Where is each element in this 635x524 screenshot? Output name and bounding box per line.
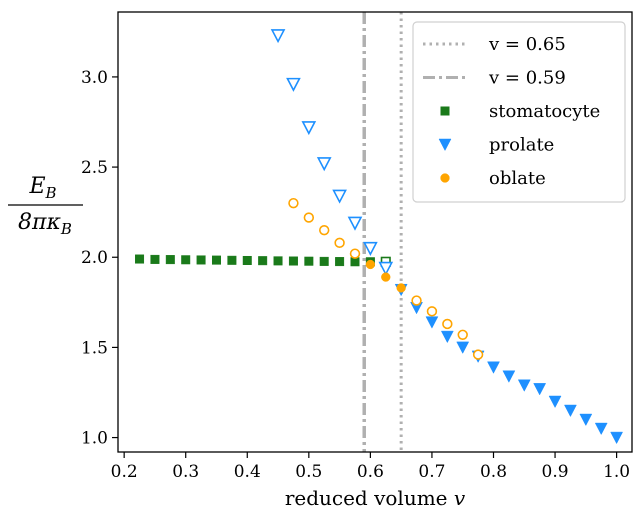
y-tick-label-4: 3.0 <box>81 68 108 88</box>
stomatocyte-point-4 <box>196 255 206 265</box>
prolate-point-6 <box>363 241 378 256</box>
oblate-point-6 <box>381 272 391 282</box>
oblate-point-3 <box>334 237 345 249</box>
oblate-point-11 <box>457 329 468 340</box>
oblate-point-0 <box>288 197 299 209</box>
prolate-point-0 <box>270 29 286 44</box>
stomatocyte-point-0 <box>135 254 145 264</box>
oblate-point-7 <box>396 283 406 293</box>
prolate-point-14 <box>487 361 500 374</box>
stomatocyte-point-13 <box>335 257 345 267</box>
prolate-point-4 <box>332 189 347 204</box>
legend-swatch-4 <box>440 173 450 183</box>
prolate-point-22 <box>610 431 624 445</box>
y-tick-label-0: 1.0 <box>81 429 108 449</box>
legend: v = 0.65 v = 0.59 stomatocyte prolate oblate <box>412 21 626 203</box>
oblate-point-10 <box>442 318 453 330</box>
y-label-numerator: EB <box>28 174 56 202</box>
stomatocyte-point-11 <box>304 256 314 266</box>
y-tick-label-3: 2.5 <box>81 158 108 178</box>
oblate-point-1 <box>303 212 315 223</box>
x-axis-label: reduced volume v <box>285 486 466 510</box>
prolate-point-10 <box>425 316 439 329</box>
x-tick-label-6: 0.8 <box>480 462 507 482</box>
legend-label-4: oblate <box>489 168 546 189</box>
x-tick-label-0: 0.2 <box>111 462 138 482</box>
x-tick-label-3: 0.5 <box>295 462 322 482</box>
legend-label-3: prolate <box>489 135 554 156</box>
oblate-point-12 <box>472 349 484 360</box>
legend-label-0: v = 0.65 <box>488 34 566 55</box>
x-axis-ticks: 0.2 0.3 0.4 0.5 0.6 0.7 0.8 0.9 1.0 <box>111 452 630 482</box>
prolate-point-11 <box>440 330 454 344</box>
y-axis-label: EB 8πκB <box>8 174 83 238</box>
stomatocyte-point-9 <box>273 256 283 266</box>
plot-area <box>362 12 403 452</box>
prolate-point-2 <box>301 121 317 136</box>
stomatocyte-point-12 <box>319 256 329 266</box>
prolate-point-3 <box>316 157 332 172</box>
stomatocyte-point-8 <box>258 256 268 266</box>
legend-swatch-2 <box>440 106 450 116</box>
legend-label-1: v = 0.59 <box>488 68 566 89</box>
legend-swatch-3 <box>438 138 452 152</box>
stomatocyte-point-6 <box>227 255 237 265</box>
x-axis-label-text: reduced volume <box>285 486 454 510</box>
x-tick-label-2: 0.4 <box>234 462 261 482</box>
y-tick-label-1: 1.5 <box>81 338 108 358</box>
y-tick-label-2: 2.0 <box>81 248 108 268</box>
prolate-point-17 <box>533 383 547 396</box>
oblate-point-8 <box>411 295 422 306</box>
oblate-point-9 <box>426 306 438 317</box>
stomatocyte-point-3 <box>181 255 191 265</box>
prolate-point-21 <box>594 422 608 436</box>
axes-frame <box>117 11 633 453</box>
prolate-point-18 <box>548 395 562 409</box>
prolate-point-16 <box>517 379 531 392</box>
oblate-point-4 <box>349 248 361 259</box>
prolate-point-15 <box>502 370 516 383</box>
prolate-point-12 <box>456 341 470 354</box>
stomatocyte-point-1 <box>150 254 160 264</box>
x-tick-label-1: 0.3 <box>172 462 199 482</box>
prolate-point-1 <box>286 77 301 92</box>
prolate-point-5 <box>347 216 363 231</box>
x-tick-label-7: 0.9 <box>542 462 569 482</box>
stomatocyte-point-10 <box>288 256 298 266</box>
data-markers <box>135 29 624 445</box>
oblate-point-2 <box>319 224 330 236</box>
oblate-point-5 <box>365 259 376 270</box>
x-tick-label-5: 0.7 <box>418 462 445 482</box>
y-axis-ticks: 1.0 1.5 2.0 2.5 3.0 <box>81 68 118 449</box>
prolate-point-7 <box>378 261 394 276</box>
legend-box <box>412 21 626 203</box>
stomatocyte-point-5 <box>211 255 221 265</box>
x-tick-label-4: 0.6 <box>357 462 384 482</box>
stomatocyte-point-2 <box>165 255 175 265</box>
x-tick-label-8: 1.0 <box>603 462 630 482</box>
prolate-point-19 <box>564 404 577 418</box>
x-axis-label-variable: v <box>454 486 466 510</box>
stomatocyte-point-7 <box>242 255 252 265</box>
prolate-point-20 <box>579 413 593 427</box>
legend-label-2: stomatocyte <box>489 101 600 122</box>
y-label-denominator: 8πκB <box>18 210 72 238</box>
